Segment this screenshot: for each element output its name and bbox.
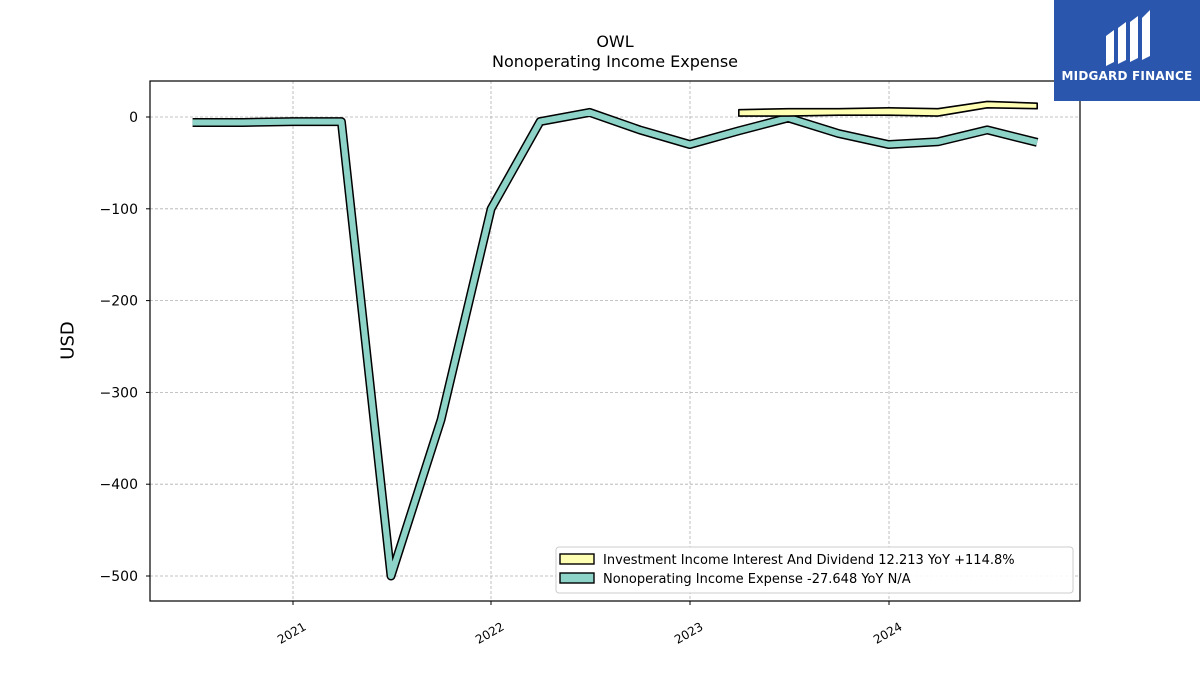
chart-subtitle: Nonoperating Income Expense [491, 52, 739, 71]
x-tick-label: 2023 [672, 619, 705, 646]
y-axis-label: USD [57, 321, 79, 360]
series-band-investment-income [738, 100, 1038, 117]
midgard-finance-logo: MIDGARD FINANCE [1054, 0, 1200, 101]
legend-swatch [559, 553, 595, 565]
series-line-outline [192, 107, 1039, 581]
y-tick-label: −500 [100, 569, 138, 585]
x-tick-label: 2022 [473, 619, 506, 646]
y-tick-label: −200 [100, 294, 138, 310]
y-tick-label: 0 [129, 110, 138, 126]
x-tick-label: 2024 [871, 619, 904, 646]
x-tick-label: 2021 [275, 619, 308, 646]
logo-text: MIDGARD FINANCE [1061, 69, 1193, 83]
legend-box [555, 546, 1074, 594]
legend-swatch [559, 572, 595, 584]
legend-label: Nonoperating Income Expense -27.648 YoY … [603, 572, 911, 587]
legend-label: Investment Income Interest And Dividend … [603, 553, 1015, 568]
midgard-finance-logo-icon [1106, 10, 1150, 66]
chart-title: OWL [596, 32, 634, 51]
y-tick-label: −400 [100, 477, 138, 493]
plot-frame [149, 80, 1081, 602]
y-tick-label: −300 [100, 385, 138, 401]
series-line-nonoperating-income-expense [192, 109, 1038, 579]
y-tick-label: −100 [100, 202, 138, 218]
